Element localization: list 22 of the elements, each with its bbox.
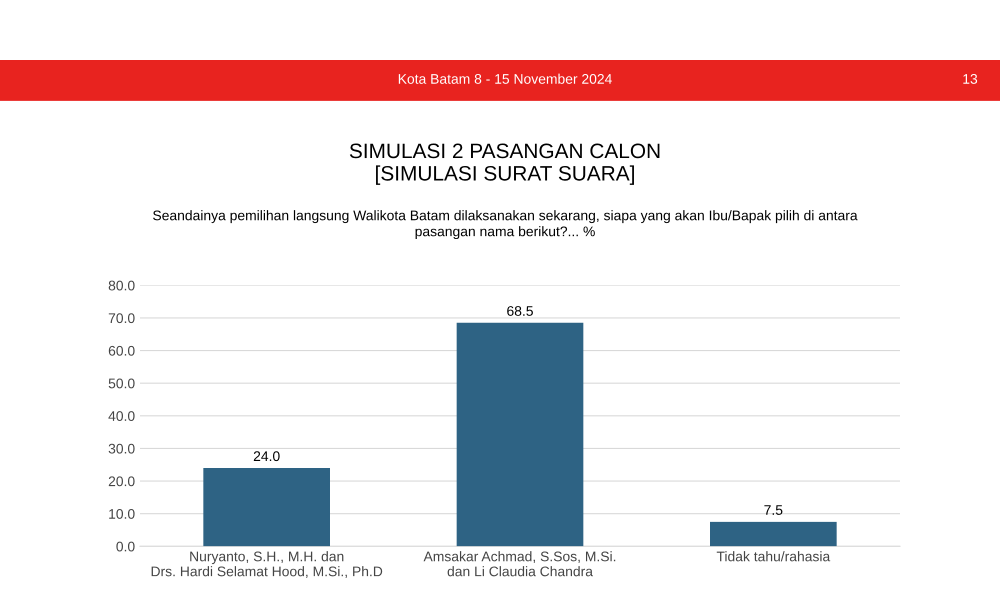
y-tick-label: 10.0 [109, 509, 135, 519]
x-tick-label: Tidak tahu/rahasia [716, 551, 830, 562]
chart-subtitle: Seandainya pemilihan langsung Walikota Batam dilaksanakan sekarang, siapa yang akan Ibu/Bapak pilih di antara pasangan nama berikut?... % [153, 210, 858, 240]
bar [203, 468, 330, 546]
y-tick-label: 50.0 [108, 378, 135, 388]
data-label: 24.0 [254, 451, 280, 462]
y-tick-label: 60.0 [108, 346, 135, 356]
text: Kota Batam 8 - 15 November 2024 [398, 74, 612, 84]
bar [456, 322, 584, 546]
x-tick-label: Amsakar Achmad, S.Sos, M.Si. dan Li Claudia Chandra [424, 551, 616, 576]
y-tick-label: 30.0 [108, 444, 135, 454]
text: 13 [963, 74, 978, 84]
y-tick-label: 80.0 [108, 280, 135, 290]
chart-title: SIMULASI 2 PASANGAN CALON [SIMULASI SURAT SUARA] [350, 144, 660, 185]
y-tick-label: 70.0 [108, 313, 135, 324]
y-tick-label: 20.0 [108, 476, 135, 486]
y-tick-label: 40.0 [108, 411, 135, 421]
y-tick-label: 0.0 [116, 542, 135, 552]
bar [710, 522, 837, 546]
data-label: 7.5 [764, 505, 782, 515]
x-tick-label: Nuryanto, S.H., M.H. dan Drs. Hardi Selamat Hood, M.Si., Ph.D [152, 551, 382, 578]
data-label: 68.5 [507, 306, 533, 316]
